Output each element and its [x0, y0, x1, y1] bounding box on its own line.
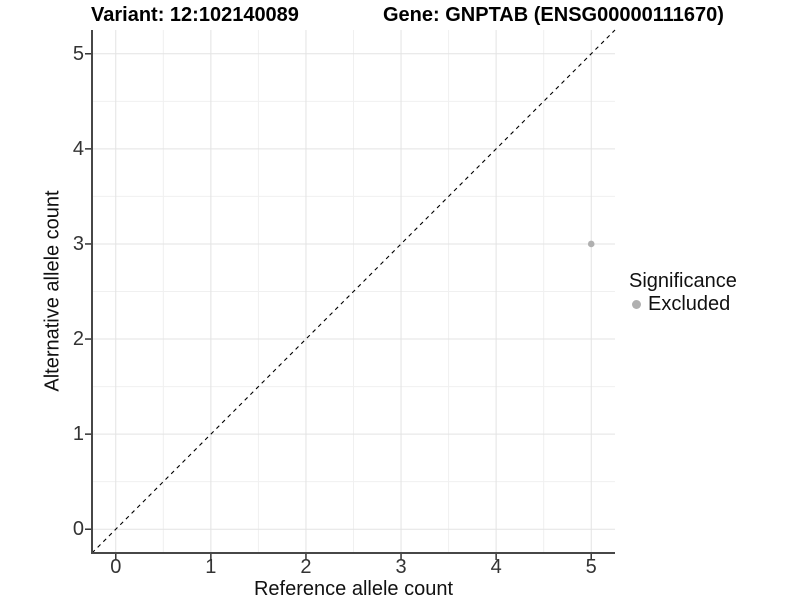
x-tick-label: 2: [300, 556, 312, 578]
x-tick-label: 4: [490, 556, 502, 578]
y-tick-label: 0: [72, 518, 84, 541]
y-tick-label: 4: [72, 137, 84, 160]
data-point: [587, 240, 595, 248]
plot-title-variant: Variant: 12:102140089: [91, 4, 299, 26]
legend-item-excluded: Excluded: [629, 293, 737, 315]
legend-title: Significance: [629, 270, 737, 292]
y-tick-label: 5: [72, 42, 84, 65]
y-tick-label: 1: [72, 423, 84, 446]
y-tick-label: 2: [72, 328, 84, 351]
y-axis-title-text: Alternative allele count: [41, 190, 64, 392]
plot-title-gene: Gene: GNPTAB (ENSG00000111670): [383, 4, 724, 26]
y-tick-label: 3: [72, 232, 84, 255]
x-axis-title: Reference allele count: [253, 578, 453, 600]
legend: Significance Excluded: [629, 270, 737, 315]
identity-dashed-line: [91, 29, 616, 554]
x-tick-label: 5: [585, 556, 597, 578]
legend-point-swatch: [632, 299, 641, 309]
x-tick-label: 3: [395, 556, 407, 578]
x-tick-label: 1: [205, 556, 217, 578]
legend-item-label: Excluded: [648, 292, 731, 315]
x-tick-label: 0: [110, 556, 122, 578]
